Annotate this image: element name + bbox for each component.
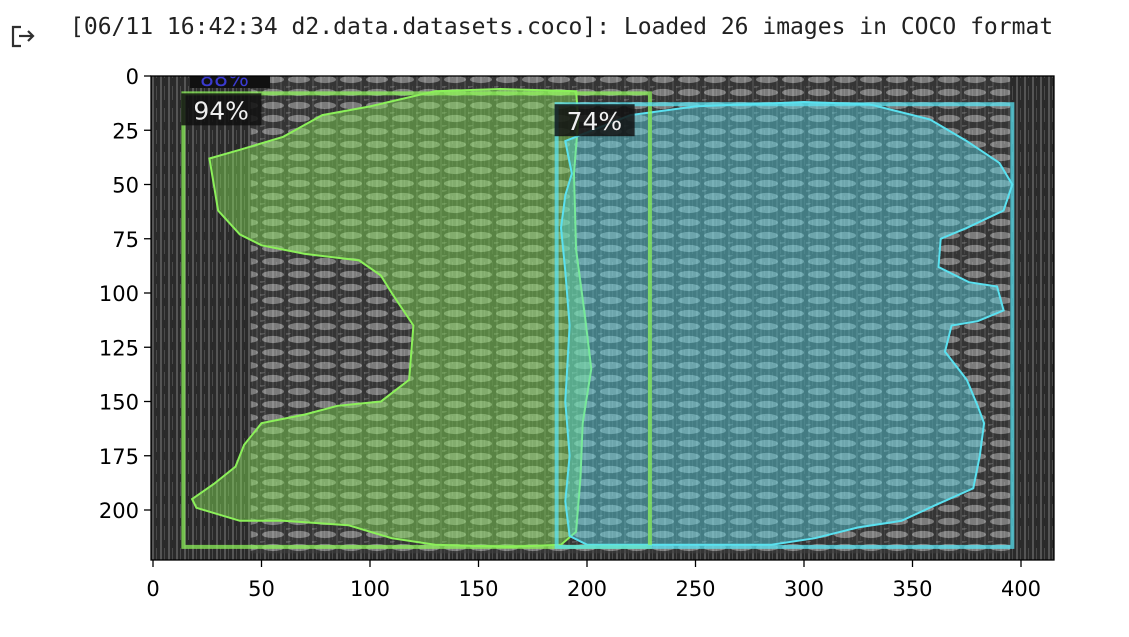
y-tick-label: 75	[112, 228, 139, 252]
axes-frame	[150, 75, 1055, 561]
score-label-bg-1	[554, 104, 635, 137]
log-message: [06/11 16:42:34 d2.data.datasets.coco]: …	[70, 14, 1054, 40]
score-label-bg-0	[181, 93, 262, 126]
output-arrow-icon[interactable]	[8, 22, 38, 50]
y-tick-label: 125	[99, 336, 139, 360]
bounding-box-1	[554, 102, 1015, 549]
y-tick-label: 25	[112, 119, 139, 143]
bounding-box-0	[181, 91, 652, 549]
score-label-0: 94%	[193, 96, 249, 125]
clipped-score-label: 88%	[200, 67, 249, 92]
y-tick-label: 150	[99, 391, 139, 415]
y-tick-label: 175	[99, 445, 139, 469]
figure-svg: 88% 94% 74% 0 50 100 150 200 250 300 350 400 0 25 5…	[99, 65, 1055, 601]
x-tick-label: 200	[567, 577, 607, 601]
x-tick-label: 100	[350, 577, 390, 601]
y-tick-label: 100	[99, 282, 139, 306]
score-label-1: 74%	[567, 107, 623, 136]
x-tick-label: 400	[1001, 577, 1041, 601]
x-tick-label: 300	[784, 577, 824, 601]
y-tick-label: 200	[99, 499, 139, 523]
x-tick-label: 350	[892, 577, 932, 601]
x-tick-label: 0	[146, 577, 159, 601]
y-tick-label: 50	[112, 174, 139, 198]
fabric-texture	[250, 76, 1011, 554]
detection-figure: 88% 94% 74% 0 50 100 150 200 250 300 350 400 0 25 5…	[0, 60, 1129, 633]
y-tick-label: 0	[126, 65, 139, 89]
x-tick-label: 250	[675, 577, 715, 601]
segmentation-mask-0	[190, 87, 593, 548]
segmentation-mask-1	[559, 100, 1014, 546]
x-tick-label: 150	[458, 577, 498, 601]
x-tick-label: 50	[248, 577, 275, 601]
